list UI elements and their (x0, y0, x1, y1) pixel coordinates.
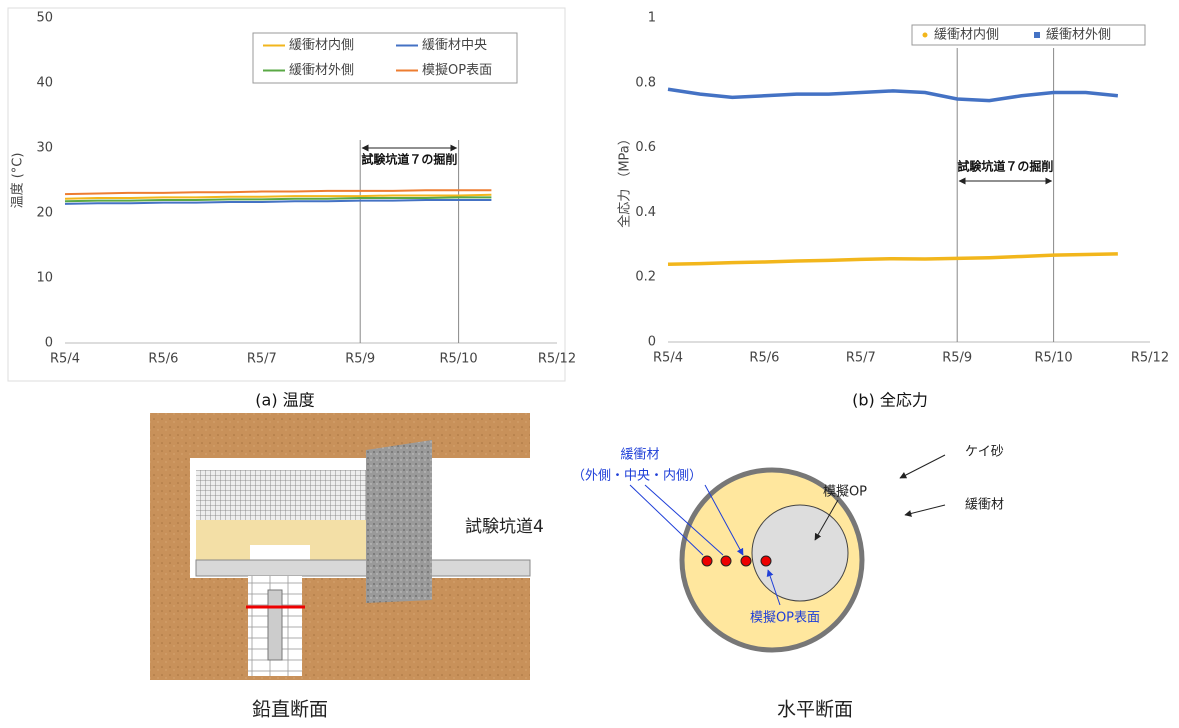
y-tick-label: 0 (648, 335, 656, 350)
x-tick-label: R5/4 (50, 352, 80, 367)
x-tick-label: R5/7 (846, 351, 876, 366)
x-tick-label: R5/10 (1034, 351, 1072, 366)
legend-symbol (922, 32, 928, 38)
y-tick-label: 0.4 (635, 205, 656, 220)
caption: (a) 温度 (255, 391, 314, 410)
y-tick-label: 1 (648, 11, 656, 26)
label: 模擬OP表面 (750, 610, 820, 626)
x-tick-label: R5/6 (749, 351, 779, 366)
series-line (64, 196, 492, 203)
legend-label: 緩衝材内側 (934, 27, 999, 43)
x-tick-label: R5/9 (942, 351, 972, 366)
x-tick-label: R5/6 (148, 352, 178, 367)
vertical-section: 試験坑道4 鉛直断面 (150, 413, 544, 721)
y-tick-label: 40 (36, 76, 53, 91)
legend-label: 緩衝材内側 (289, 37, 354, 53)
annotation: 試験坑道７の掘削 (957, 159, 1053, 174)
y-axis-label: 温度 (°C) (10, 153, 26, 209)
x-tick-label: R5/12 (1131, 351, 1169, 366)
label: ケイ砂 (965, 445, 1004, 460)
y-tick-label: 0.6 (635, 140, 656, 155)
plot-frame (7, 7, 566, 382)
y-tick-label: 0.2 (635, 270, 656, 285)
legend-box (911, 24, 1146, 46)
label: （外側・中央・内側） (572, 468, 702, 484)
label: 緩衝材 (965, 498, 1004, 513)
y-tick-label: 50 (36, 11, 53, 26)
legend-label: 緩衝材外側 (289, 63, 354, 78)
y-axis-label: 全応力 （MPa） (617, 132, 633, 228)
horizontal-section: 緩衝材 （外側・中央・内側） 模擬OP 模擬OP表面 ケイ砂 緩衝材 水平断面 (572, 445, 1004, 721)
x-tick-label: R5/4 (653, 351, 683, 366)
caption: 鉛直断面 (252, 699, 328, 721)
tunnel-label: 試験坑道4 (465, 517, 544, 537)
x-tick-label: R5/12 (538, 352, 576, 367)
caption: 水平断面 (777, 699, 853, 721)
y-tick-label: 30 (36, 141, 53, 156)
label: 緩衝材 (620, 448, 659, 463)
series-line (667, 87, 1119, 103)
series-line (64, 199, 492, 205)
y-tick-label: 0.8 (635, 75, 656, 90)
legend-label: 模擬OP表面 (422, 62, 492, 78)
y-tick-label: 0 (45, 336, 53, 351)
series-line (667, 252, 1118, 266)
annotation: 試験坑道７の掘削 (361, 152, 457, 167)
label: 模擬OP (823, 484, 867, 500)
legend-label: 緩衝材中央 (422, 38, 487, 53)
x-tick-label: R5/10 (439, 352, 477, 367)
y-tick-label: 20 (36, 206, 53, 221)
legend-symbol (1034, 32, 1040, 38)
legend-box (252, 32, 518, 84)
legend-label: 緩衝材外側 (1046, 28, 1111, 43)
x-tick-label: R5/9 (345, 352, 375, 367)
x-tick-label: R5/7 (247, 352, 277, 367)
y-tick-label: 10 (36, 271, 53, 286)
series-line (64, 193, 492, 200)
caption: (b) 全応力 (852, 391, 928, 410)
series-line (64, 189, 492, 196)
